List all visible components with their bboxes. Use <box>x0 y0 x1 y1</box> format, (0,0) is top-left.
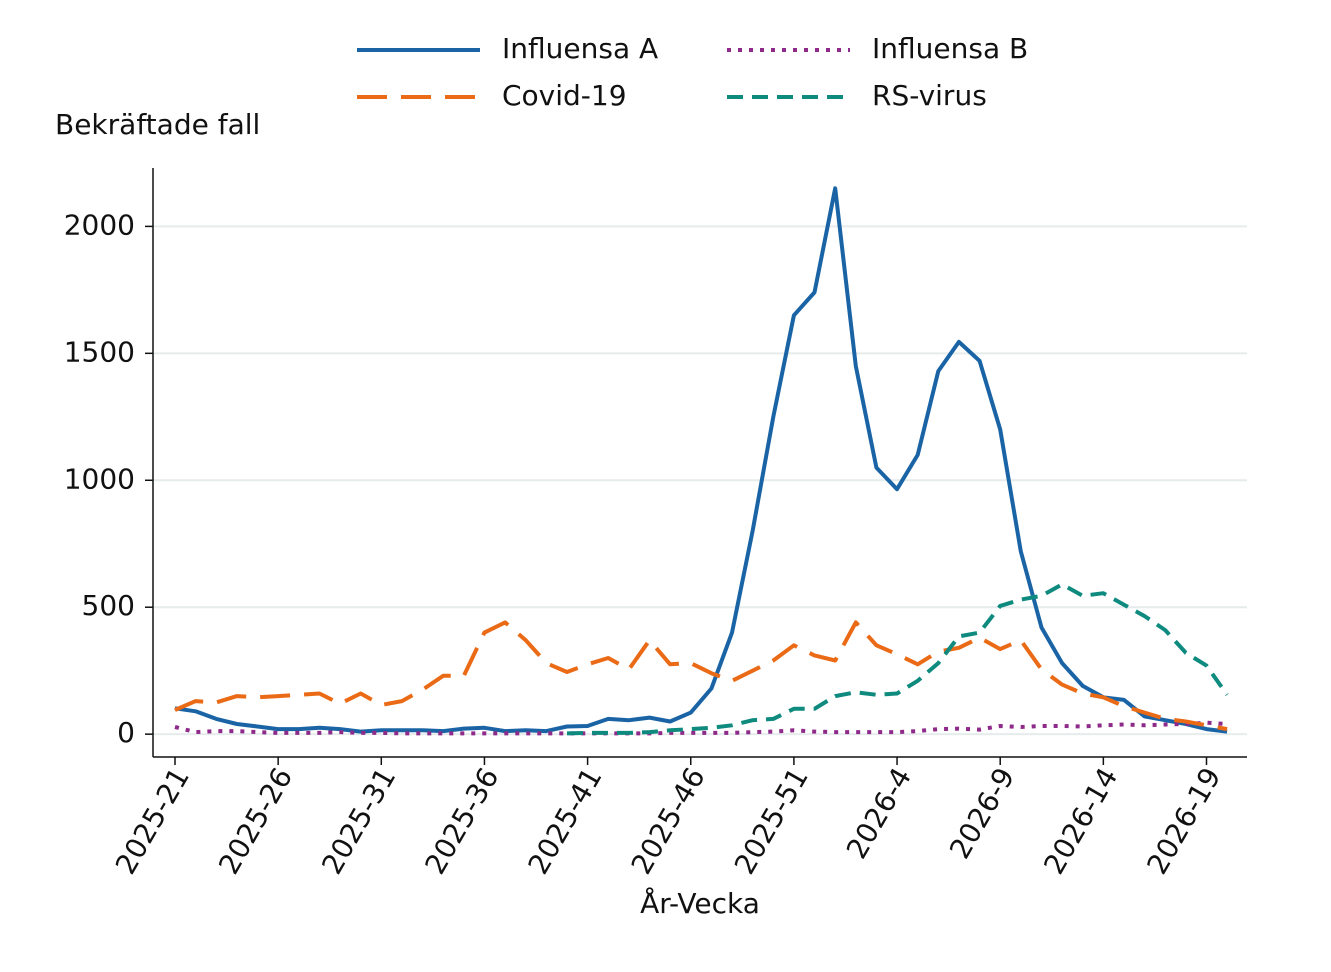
x-tick-label: 2026-14 <box>1037 762 1124 880</box>
legend-label: Covid-19 <box>502 79 627 112</box>
x-axis-title: År-Vecka <box>640 886 760 920</box>
x-tick-label: 2025-46 <box>625 762 712 880</box>
legend-label: Influensa A <box>502 32 658 65</box>
y-tick-label: 1500 <box>64 335 135 368</box>
legend-label: Influensa B <box>872 32 1028 65</box>
series-line <box>174 720 1228 736</box>
y-tick-label: 1000 <box>64 462 135 495</box>
y-axis-title: Bekräftade fall <box>55 108 260 141</box>
x-tick-label: 2026-19 <box>1140 762 1227 880</box>
x-tick-label: 2025-51 <box>728 762 815 880</box>
x-tick-label: 2026-4 <box>840 762 918 864</box>
legend-label: RS-virus <box>872 79 987 112</box>
y-tick-label: 2000 <box>64 208 135 241</box>
x-tick-label: 2025-31 <box>315 762 402 880</box>
x-tick-label: 2025-36 <box>418 762 505 880</box>
x-tick-label: 2025-41 <box>522 762 609 880</box>
series-line <box>566 582 1229 736</box>
x-tick-label: 2026-9 <box>943 762 1021 864</box>
x-tick-label: 2025-21 <box>109 762 196 880</box>
series-line <box>174 620 1228 732</box>
y-tick-label: 0 <box>117 716 135 749</box>
series-line <box>174 186 1228 734</box>
y-tick-label: 500 <box>82 589 135 622</box>
x-tick-label: 2025-26 <box>212 762 299 880</box>
